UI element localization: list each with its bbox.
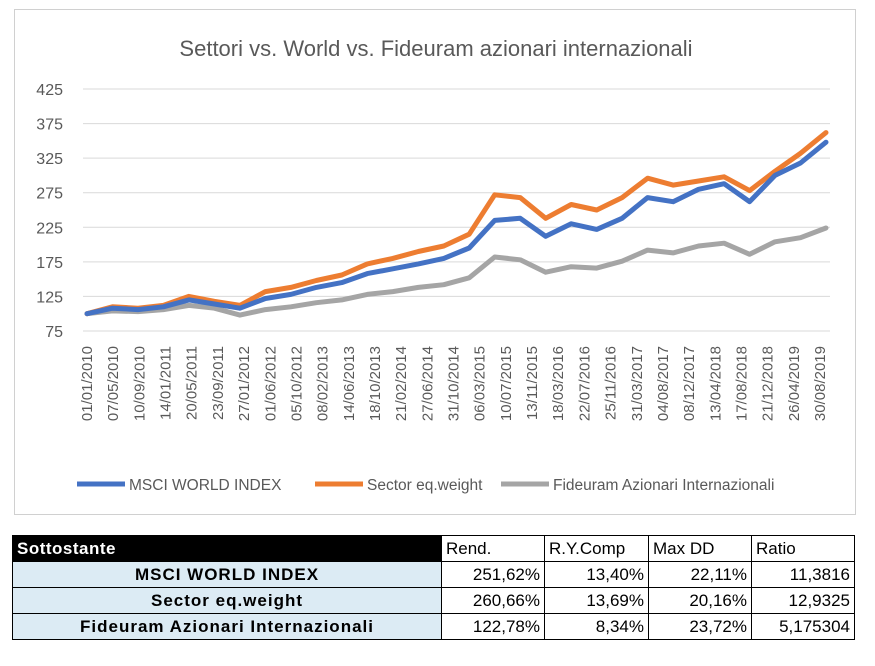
series-line-2 bbox=[84, 225, 829, 318]
x-tick-label: 06/03/2015 bbox=[472, 346, 489, 421]
x-tick-label: 30/08/2019 bbox=[812, 346, 829, 421]
x-tick-label: 01/06/2012 bbox=[262, 346, 279, 421]
x-tick-label: 22/07/2016 bbox=[576, 346, 593, 421]
row-name: MSCI WORLD INDEX bbox=[12, 561, 442, 588]
y-tick-label: 75 bbox=[45, 324, 63, 341]
legend-label: Fideuram Azionari Internazionali bbox=[553, 477, 774, 494]
x-tick-label: 18/10/2013 bbox=[367, 346, 384, 421]
header-sottostante: Sottostante bbox=[12, 535, 442, 562]
x-tick-label: 31/10/2014 bbox=[446, 346, 463, 421]
x-tick-label: 25/11/2016 bbox=[603, 346, 620, 420]
x-tick-label: 13/11/2015 bbox=[524, 346, 541, 420]
cell-max-dd: 22,11% bbox=[648, 561, 752, 588]
x-tick-label: 08/02/2013 bbox=[315, 346, 332, 421]
header-rend: Rend. bbox=[441, 535, 545, 562]
x-tick-label: 01/01/2010 bbox=[79, 346, 96, 421]
x-tick-label: 31/03/2017 bbox=[629, 346, 646, 421]
table-header-row: Sottostante Rend. R.Y.Comp Max DD Ratio bbox=[12, 535, 855, 562]
legend-label: Sector eq.weight bbox=[367, 477, 483, 494]
x-tick-label: 26/04/2019 bbox=[786, 346, 803, 421]
cell-max-dd: 23,72% bbox=[648, 613, 752, 640]
cell-ry-comp: 8,34% bbox=[544, 613, 649, 640]
header-ry-comp: R.Y.Comp bbox=[544, 535, 649, 562]
series-line-0 bbox=[84, 139, 829, 317]
x-tick-label: 23/09/2011 bbox=[210, 346, 227, 420]
line-chart: Settori vs. World vs. Fideuram azionari … bbox=[36, 36, 830, 494]
x-tick-label: 21/12/2018 bbox=[760, 346, 777, 421]
y-tick-label: 125 bbox=[36, 289, 63, 306]
x-tick-label: 17/08/2018 bbox=[733, 346, 750, 421]
series-line-1 bbox=[84, 130, 829, 317]
cell-max-dd: 20,16% bbox=[648, 587, 752, 614]
cell-rend: 260,66% bbox=[441, 587, 545, 614]
y-tick-label: 375 bbox=[36, 117, 63, 134]
performance-table: Sottostante Rend. R.Y.Comp Max DD Ratio … bbox=[12, 535, 855, 640]
y-tick-label: 425 bbox=[36, 82, 63, 99]
table-row: Fideuram Azionari Internazionali 122,78%… bbox=[12, 613, 855, 640]
x-tick-label: 08/12/2017 bbox=[681, 346, 698, 421]
cell-ratio: 12,9325 bbox=[751, 587, 855, 614]
x-tick-label: 27/06/2014 bbox=[419, 346, 436, 421]
chart-title: Settori vs. World vs. Fideuram azionari … bbox=[179, 36, 692, 61]
x-tick-label: 21/02/2014 bbox=[393, 346, 410, 421]
x-tick-label: 18/03/2016 bbox=[550, 346, 567, 421]
y-tick-label: 325 bbox=[36, 151, 63, 168]
cell-ratio: 11,3816 bbox=[751, 561, 855, 588]
header-max-dd: Max DD bbox=[648, 535, 752, 562]
cell-rend: 251,62% bbox=[441, 561, 545, 588]
legend-label: MSCI WORLD INDEX bbox=[129, 477, 282, 494]
x-tick-label: 07/05/2010 bbox=[105, 346, 122, 421]
y-tick-label: 175 bbox=[36, 255, 63, 272]
x-tick-label: 10/09/2010 bbox=[131, 346, 148, 421]
x-tick-label: 14/01/2011 bbox=[158, 346, 175, 420]
x-tick-label: 14/06/2013 bbox=[341, 346, 358, 421]
cell-ratio: 5,175304 bbox=[751, 613, 855, 640]
table-row: MSCI WORLD INDEX 251,62% 13,40% 22,11% 1… bbox=[12, 561, 855, 588]
y-tick-label: 225 bbox=[36, 220, 63, 237]
x-tick-label: 20/05/2011 bbox=[184, 346, 201, 420]
header-ratio: Ratio bbox=[751, 535, 855, 562]
x-tick-label: 10/07/2015 bbox=[498, 346, 515, 421]
x-tick-label: 13/04/2018 bbox=[707, 346, 724, 421]
x-tick-label: 27/01/2012 bbox=[236, 346, 253, 421]
cell-ry-comp: 13,69% bbox=[544, 587, 649, 614]
x-tick-label: 05/10/2012 bbox=[288, 346, 305, 421]
chart-frame: Settori vs. World vs. Fideuram azionari … bbox=[14, 9, 856, 515]
y-tick-label: 275 bbox=[36, 186, 63, 203]
row-name: Fideuram Azionari Internazionali bbox=[12, 613, 442, 640]
row-name: Sector eq.weight bbox=[12, 587, 442, 614]
cell-rend: 122,78% bbox=[441, 613, 545, 640]
cell-ry-comp: 13,40% bbox=[544, 561, 649, 588]
table-row: Sector eq.weight 260,66% 13,69% 20,16% 1… bbox=[12, 587, 855, 614]
x-tick-label: 04/08/2017 bbox=[655, 346, 672, 421]
